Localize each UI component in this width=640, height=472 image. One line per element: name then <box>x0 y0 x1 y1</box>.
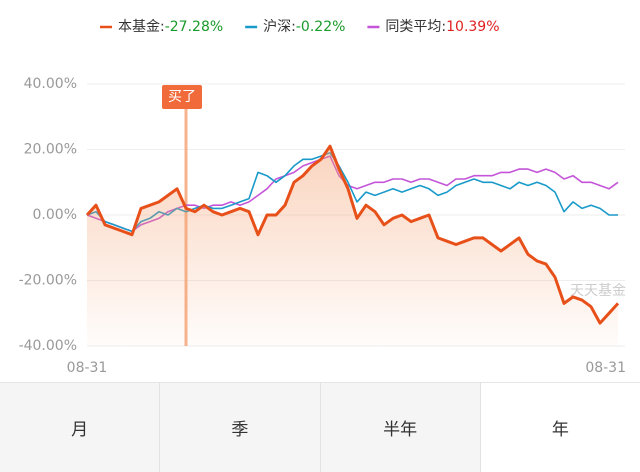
y-tick-label: -20.00% <box>19 273 77 289</box>
period-tab[interactable]: 月 <box>0 383 161 472</box>
y-tick-label: -40.00% <box>19 338 77 354</box>
x-tick-label: 08-31 <box>67 360 108 376</box>
legend-value: 10.39% <box>446 19 499 35</box>
y-tick-label: 40.00% <box>24 76 77 92</box>
legend-value: -0.22% <box>296 19 346 35</box>
period-tab[interactable]: 季 <box>160 383 321 472</box>
series-line <box>85 144 620 325</box>
x-tick-label: 08-31 <box>585 360 626 376</box>
period-tab[interactable]: 半年 <box>320 383 481 472</box>
fund-area <box>87 146 618 346</box>
chart: -40.00% -20.00% 0.00% 20.00% 40.00% 08-31 08-3… <box>19 18 626 376</box>
buy-label: 买了 <box>168 89 196 105</box>
legend-name: 本基金: <box>118 18 165 35</box>
period-tabs: 月季半年年 <box>0 382 640 472</box>
buy-badge <box>162 85 202 109</box>
period-tab[interactable]: 年 <box>480 383 640 472</box>
legend-name: 沪深: <box>263 19 296 35</box>
y-tick-label: 20.00% <box>24 142 77 158</box>
watermark: 天天基金 <box>570 282 626 299</box>
legend-name: 同类平均: <box>385 19 446 35</box>
legend-value: -27.28% <box>165 19 223 35</box>
y-tick-label: 0.00% <box>33 207 77 223</box>
